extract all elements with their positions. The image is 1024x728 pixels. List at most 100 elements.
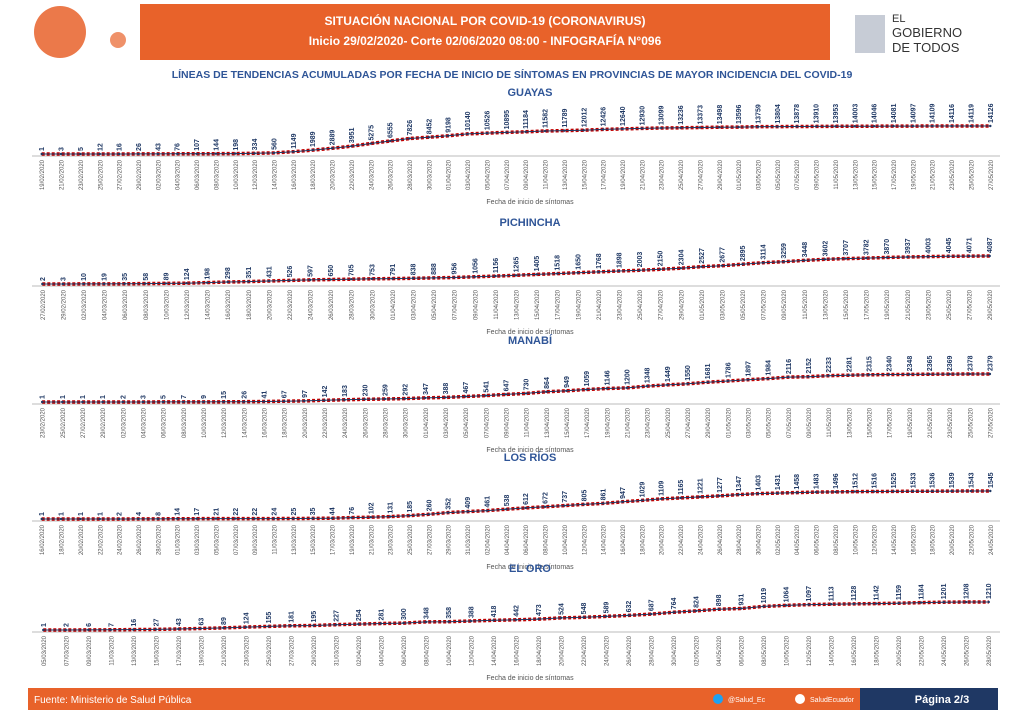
point <box>582 128 585 132</box>
point <box>117 517 121 521</box>
facebook-icon <box>795 694 805 704</box>
x-tick-label: 03/05/2020 <box>757 159 763 190</box>
x-axis-label: Fecha de inicio de síntomas <box>486 564 574 571</box>
header-title: SITUACIÓN NACIONAL POR COVID-19 (CORONAV… <box>325 13 646 28</box>
data-label: 526 <box>287 266 294 278</box>
point <box>585 388 588 391</box>
point <box>195 152 198 155</box>
x-axis-label: Fecha de inicio de síntomas <box>486 447 574 454</box>
x-tick-label: 06/03/2020 <box>195 159 201 190</box>
data-label: 1064 <box>784 587 791 603</box>
point <box>926 255 930 258</box>
x-tick-label: 02/03/2020 <box>82 289 88 320</box>
x-tick-label: 29/05/2020 <box>988 289 994 320</box>
data-label: 142 <box>322 386 329 398</box>
x-tick-label: 10/04/2020 <box>563 524 569 555</box>
x-tick-label: 22/04/2020 <box>679 524 685 555</box>
data-label: 538 <box>504 494 511 506</box>
point <box>59 517 63 521</box>
x-tick-label: 12/04/2020 <box>469 635 475 666</box>
point <box>514 274 518 277</box>
data-label: 541 <box>483 381 490 393</box>
point <box>948 372 951 376</box>
point <box>369 515 372 519</box>
x-tick-label: 14/03/2020 <box>242 407 248 438</box>
point <box>408 514 411 517</box>
point <box>350 144 353 148</box>
data-label: 2233 <box>826 357 833 373</box>
x-tick-label: 25/02/2020 <box>98 159 104 190</box>
x-tick-label: 16/03/2020 <box>292 159 298 190</box>
data-label: 1221 <box>697 478 704 494</box>
x-tick-label: 08/05/2020 <box>834 524 840 555</box>
point <box>40 400 44 404</box>
data-label: 949 <box>564 376 571 388</box>
point <box>537 617 540 621</box>
data-label: 102 <box>368 502 375 514</box>
data-label: 14097 <box>910 103 917 123</box>
data-label: 1516 <box>872 473 879 489</box>
x-tick-label: 22/04/2020 <box>582 635 588 666</box>
point <box>464 395 467 398</box>
coat-of-arms <box>855 15 885 53</box>
data-label: 3951 <box>349 127 356 143</box>
point <box>156 517 160 521</box>
data-label: 1650 <box>575 254 582 270</box>
x-tick-label: 17/05/2020 <box>865 289 871 320</box>
data-label: 1525 <box>891 473 898 489</box>
point <box>700 265 703 268</box>
data-label: 12930 <box>639 106 646 126</box>
data-label: 1405 <box>534 256 541 272</box>
x-tick-label: 05/04/2020 <box>485 159 491 190</box>
x-tick-label: 17/04/2020 <box>585 407 591 438</box>
x-tick-label: 01/05/2020 <box>726 407 732 438</box>
x-tick-label: 16/04/2020 <box>515 635 521 666</box>
data-label: 1128 <box>851 586 858 601</box>
x-tick-label: 23/04/2020 <box>617 289 623 320</box>
x-tick-label: 25/05/2020 <box>947 289 953 320</box>
point <box>718 126 721 129</box>
data-label: 14046 <box>872 104 879 124</box>
x-tick-label: 29/02/2020 <box>137 159 143 190</box>
data-label: 2365 <box>927 355 934 371</box>
point <box>679 126 682 129</box>
point <box>334 623 338 626</box>
x-tick-label: 18/03/2020 <box>247 289 253 320</box>
x-tick-label: 12/05/2020 <box>873 524 879 555</box>
data-label: 124 <box>184 268 191 280</box>
x-tick-label: 01/04/2020 <box>391 289 397 320</box>
point <box>555 272 559 275</box>
data-label: 97 <box>302 390 309 398</box>
data-label: 1200 <box>624 369 631 385</box>
data-label: 351 <box>246 267 253 279</box>
data-label: 3 <box>59 147 66 151</box>
x-tick-label: 24/03/2020 <box>343 407 349 438</box>
point <box>660 497 663 501</box>
x-tick-label: 17/04/2020 <box>556 289 562 320</box>
point <box>161 400 165 404</box>
point <box>814 125 818 128</box>
x-tick-label: 08/04/2020 <box>544 524 550 555</box>
x-tick-label: 22/05/2020 <box>969 524 975 555</box>
data-label: 124 <box>243 612 250 624</box>
x-tick-label: 10/03/2020 <box>202 407 208 438</box>
data-label: 524 <box>559 603 566 615</box>
data-label: 1201 <box>941 584 948 600</box>
x-tick-label: 14/04/2020 <box>492 635 498 666</box>
data-label: 13804 <box>775 104 782 124</box>
point <box>195 517 198 520</box>
x-tick-label: 27/02/2020 <box>118 159 124 190</box>
data-label: 3602 <box>822 241 829 257</box>
x-tick-label: 21/05/2020 <box>931 159 937 190</box>
logo-text: EL <box>892 13 905 25</box>
x-tick-label: 28/02/2020 <box>156 524 162 555</box>
x-tick-label: 25/05/2020 <box>969 159 975 190</box>
x-tick-label: 19/03/2020 <box>350 524 356 555</box>
x-tick-label: 16/03/2020 <box>262 407 268 438</box>
x-tick-label: 24/03/2020 <box>309 289 315 320</box>
x-tick-label: 10/03/2020 <box>164 289 170 320</box>
x-tick-label: 06/05/2020 <box>740 635 746 666</box>
data-label: 1431 <box>775 474 782 490</box>
point <box>814 490 818 494</box>
x-tick-label: 22/05/2020 <box>920 635 926 666</box>
